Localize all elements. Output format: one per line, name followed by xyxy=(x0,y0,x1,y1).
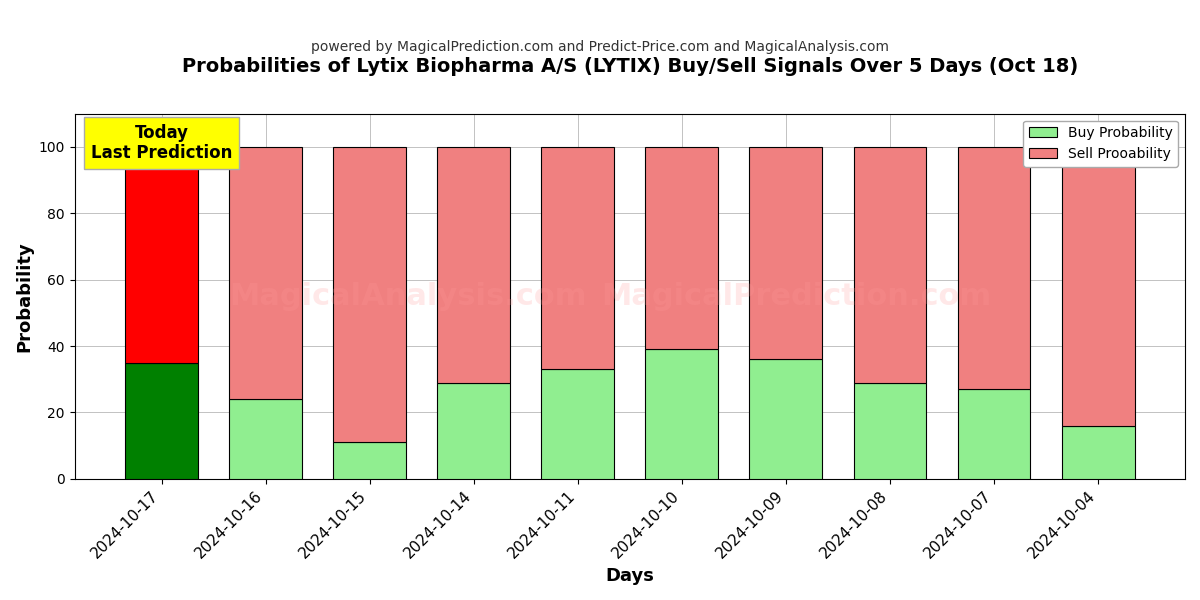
Legend: Buy Probability, Sell Prooability: Buy Probability, Sell Prooability xyxy=(1024,121,1178,167)
Bar xyxy=(1062,147,1134,425)
Bar xyxy=(646,147,719,349)
Bar xyxy=(125,362,198,479)
Text: Today
Last Prediction: Today Last Prediction xyxy=(91,124,233,163)
Text: MagicalAnalysis.com: MagicalAnalysis.com xyxy=(229,282,587,311)
Bar xyxy=(541,369,614,479)
Bar xyxy=(958,389,1031,479)
Bar xyxy=(437,147,510,383)
Bar xyxy=(750,359,822,479)
Bar xyxy=(125,147,198,362)
Text: MagicalPrediction.com: MagicalPrediction.com xyxy=(601,282,991,311)
Bar xyxy=(541,147,614,369)
Text: powered by MagicalPrediction.com and Predict-Price.com and MagicalAnalysis.com: powered by MagicalPrediction.com and Pre… xyxy=(311,40,889,54)
Title: Probabilities of Lytix Biopharma A/S (LYTIX) Buy/Sell Signals Over 5 Days (Oct 1: Probabilities of Lytix Biopharma A/S (LY… xyxy=(181,57,1078,76)
Bar xyxy=(958,147,1031,389)
Bar xyxy=(334,147,406,442)
Y-axis label: Probability: Probability xyxy=(16,241,34,352)
Bar xyxy=(853,383,926,479)
Bar xyxy=(437,383,510,479)
Bar xyxy=(334,442,406,479)
Bar xyxy=(750,147,822,359)
X-axis label: Days: Days xyxy=(605,567,654,585)
Bar xyxy=(229,399,302,479)
Bar xyxy=(853,147,926,383)
Bar xyxy=(1062,425,1134,479)
Bar xyxy=(229,147,302,399)
Bar xyxy=(646,349,719,479)
